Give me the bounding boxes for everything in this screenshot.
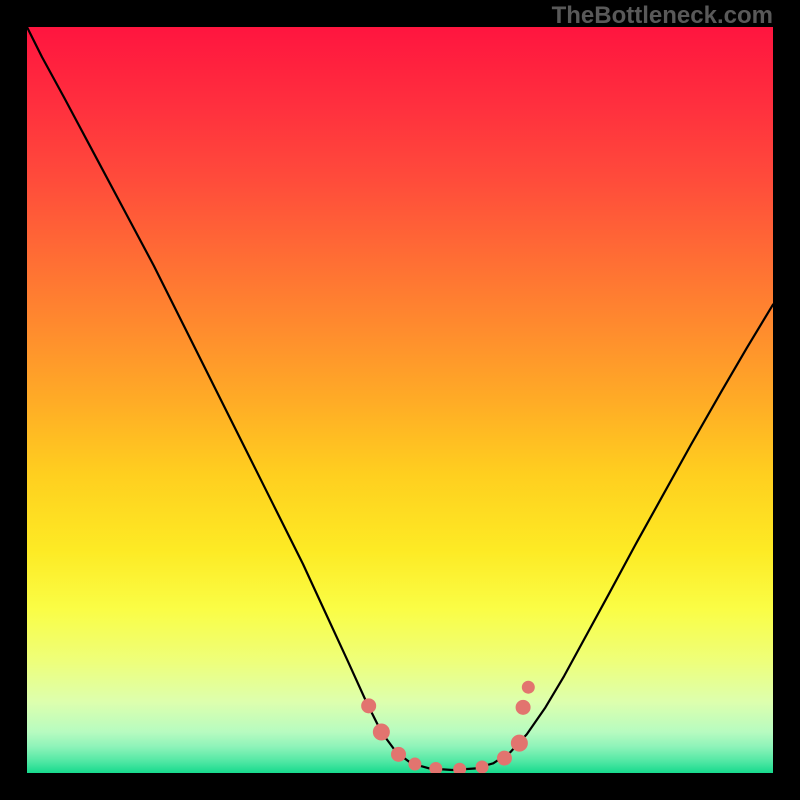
curve-marker bbox=[373, 724, 389, 740]
curve-marker bbox=[409, 758, 421, 770]
curve-marker bbox=[430, 763, 442, 773]
plot-area bbox=[27, 27, 773, 773]
curve-marker bbox=[511, 735, 527, 751]
curve-marker bbox=[516, 700, 530, 714]
chart-svg bbox=[27, 27, 773, 773]
curve-marker bbox=[497, 751, 511, 765]
curve-marker bbox=[476, 761, 488, 773]
curve-marker bbox=[392, 747, 406, 761]
gradient-background bbox=[27, 27, 773, 773]
curve-marker bbox=[362, 699, 376, 713]
curve-marker bbox=[522, 681, 534, 693]
bottleneck-chart: TheBottleneck.com bbox=[0, 0, 800, 800]
watermark-text: TheBottleneck.com bbox=[552, 2, 773, 30]
curve-marker bbox=[454, 763, 466, 773]
